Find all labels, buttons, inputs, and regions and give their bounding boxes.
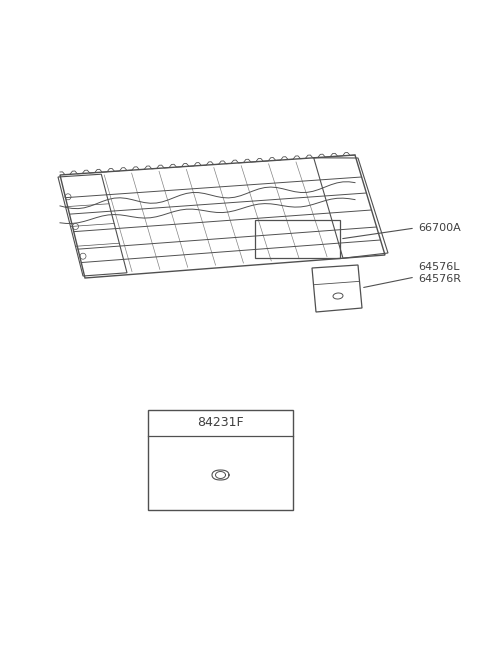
Bar	[255, 220, 340, 258]
Bar	[148, 410, 293, 510]
Text: 66700A: 66700A	[418, 223, 461, 233]
Text: 64576L: 64576L	[418, 262, 459, 272]
Text: 84231F: 84231F	[197, 417, 244, 430]
Text: 64576R: 64576R	[418, 274, 461, 284]
